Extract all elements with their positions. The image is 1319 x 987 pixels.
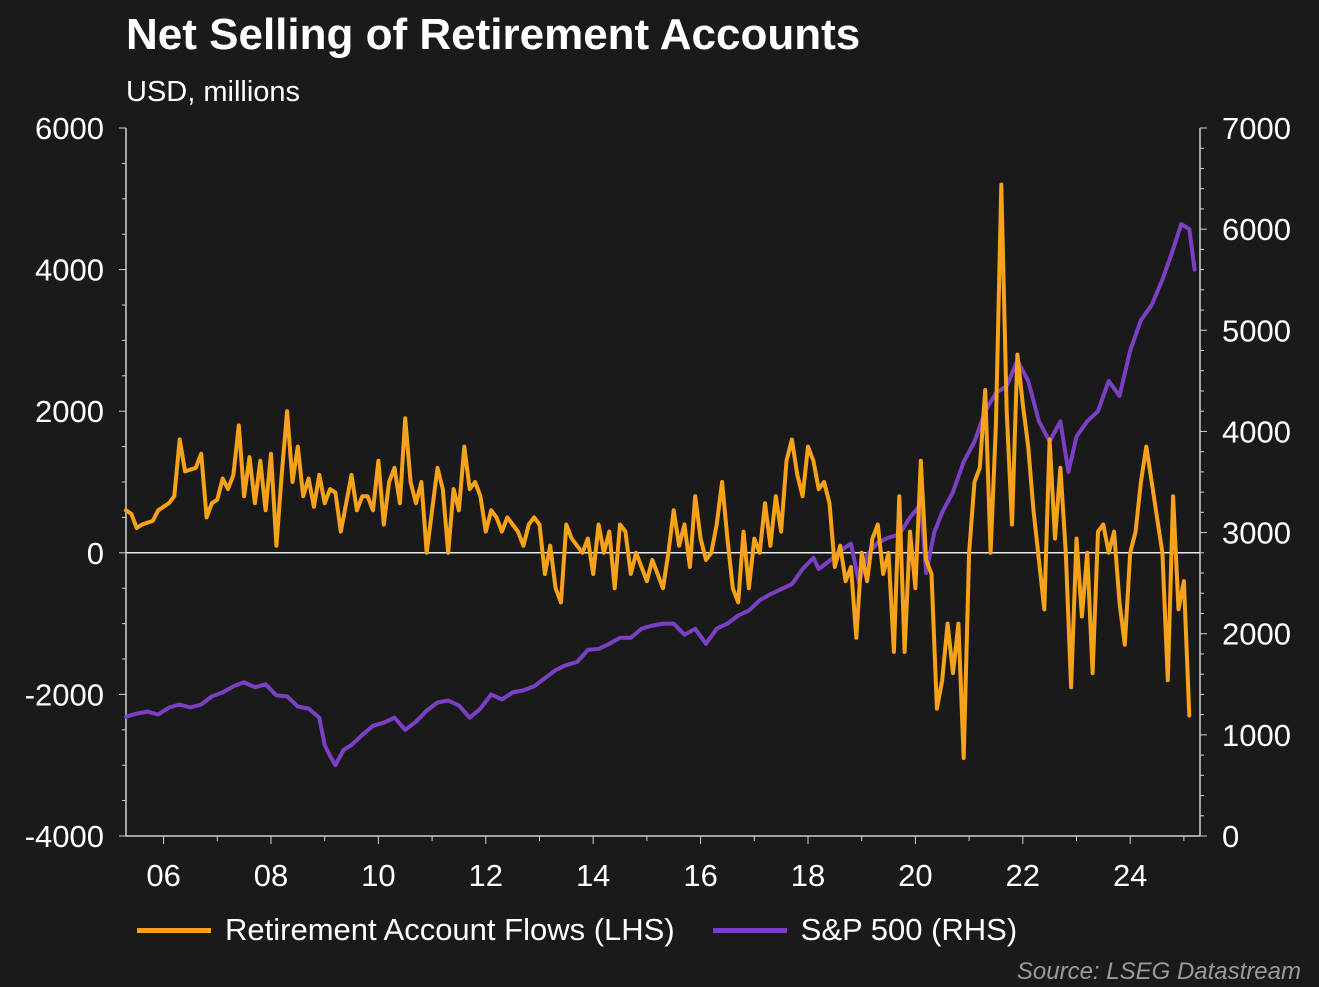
- chart-subtitle: USD, millions: [126, 76, 301, 108]
- x-axis-tick-label: 20: [898, 858, 932, 893]
- right-axis-tick-label: 1000: [1222, 718, 1291, 753]
- right-axis-tick-label: 6000: [1222, 212, 1291, 247]
- legend-swatch-sp500: [712, 927, 787, 933]
- x-axis-tick-label: 24: [1113, 858, 1147, 893]
- right-axis-tick-label: 5000: [1222, 313, 1291, 348]
- legend-item-flows: Retirement Account Flows (LHS): [137, 912, 675, 948]
- left-axis-tick-label: 2000: [35, 394, 104, 429]
- right-axis-tick-label: 2000: [1222, 617, 1291, 652]
- left-axis-tick-label: -2000: [25, 677, 104, 712]
- x-axis-tick-label: 06: [146, 858, 180, 893]
- left-axis-tick-label: 4000: [35, 253, 104, 288]
- source-note: Source: LSEG Datastream: [1016, 958, 1301, 985]
- x-axis-tick-label: 12: [469, 858, 503, 893]
- legend-label-flows: Retirement Account Flows (LHS): [225, 912, 675, 947]
- right-axis-tick-label: 4000: [1222, 414, 1291, 449]
- series-line-sp500: [124, 222, 1197, 768]
- chart-title: Net Selling of Retirement Accounts: [126, 10, 861, 59]
- right-axis-tick-label: 7000: [1222, 111, 1291, 146]
- x-axis-tick-label: 10: [361, 858, 395, 893]
- legend-swatch-flows: [137, 927, 211, 933]
- left-axis-tick-label: 0: [87, 536, 104, 571]
- legend-label-sp500: S&P 500 (RHS): [800, 912, 1018, 947]
- x-axis-tick-label: 14: [576, 858, 610, 893]
- x-axis-tick-label: 16: [683, 858, 717, 893]
- x-axis-tick-label: 18: [791, 858, 825, 893]
- right-axis-tick-label: 3000: [1222, 516, 1291, 551]
- left-axis-tick-label: -4000: [25, 819, 104, 854]
- right-axis-tick-label: 0: [1222, 819, 1239, 854]
- x-axis-tick-label: 08: [254, 858, 288, 893]
- legend: Retirement Account Flows (LHS) S&P 500 (…: [137, 912, 1055, 948]
- left-axis-tick-label: 6000: [35, 111, 104, 146]
- legend-item-sp500: S&P 500 (RHS): [712, 912, 1018, 948]
- series-line-retirement-flows: [124, 182, 1192, 761]
- x-axis-tick-label: 22: [1006, 858, 1040, 893]
